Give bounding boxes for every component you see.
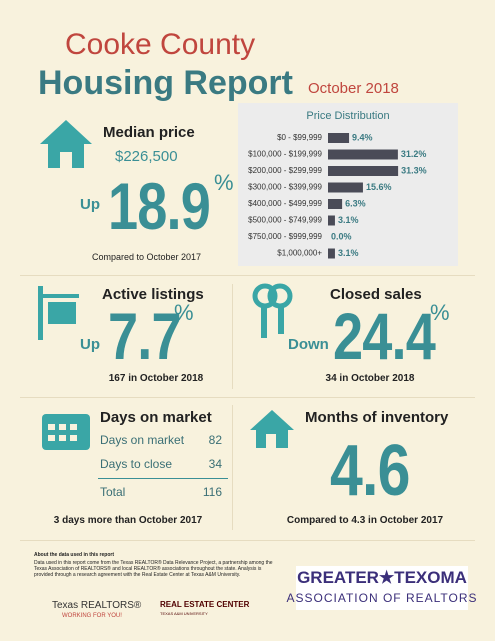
- about-title: About the data used in this report: [34, 552, 115, 558]
- moi-label: Months of inventory: [305, 409, 449, 426]
- assoc-line1: GREATER★TEXOMA: [297, 568, 467, 587]
- category-label: $400,000 - $499,999: [248, 199, 322, 208]
- bar: [328, 149, 398, 160]
- house-icon: [40, 120, 92, 168]
- row-value: 82: [208, 433, 222, 447]
- logo-texas-realtors: Texas REALTORS®: [52, 600, 142, 611]
- active-unit: %: [174, 300, 194, 325]
- median-value: $226,500: [115, 148, 178, 165]
- value-label: 0.0%: [331, 231, 352, 241]
- category-label: $300,000 - $399,999: [248, 183, 322, 192]
- median-note: Compared to October 2017: [92, 252, 202, 262]
- bar: [328, 199, 343, 209]
- category-label: $1,000,000+: [277, 249, 322, 258]
- divider: [20, 540, 475, 541]
- category-label: $0 - $99,999: [277, 133, 322, 142]
- median-change: 18.9: [108, 169, 211, 243]
- row-value: 116: [202, 485, 222, 499]
- category-label: $500,000 - $749,999: [248, 216, 322, 225]
- logo-rec-tag: TEXAS A&M UNIVERSITY: [160, 611, 208, 616]
- row-label: Days to close: [100, 457, 173, 471]
- category-label: $200,000 - $299,999: [248, 166, 322, 175]
- value-label: 9.4%: [352, 132, 373, 142]
- row-label: Days on market: [100, 433, 185, 447]
- median-unit: %: [214, 170, 234, 195]
- closed-direction: Down: [288, 336, 329, 353]
- median-direction: Up: [80, 196, 100, 213]
- dom-label: Days on market: [100, 409, 212, 426]
- category-label: $100,000 - $199,999: [248, 150, 322, 159]
- moi-value: 4.6: [330, 431, 410, 511]
- table-rule: [98, 478, 228, 479]
- row-value: 34: [208, 457, 222, 471]
- distribution-chart: $0 - $99,999 9.4% $100,000 - $199,999 31.2%…: [248, 132, 427, 259]
- active-direction: Up: [80, 336, 100, 353]
- house-icon: [250, 410, 294, 448]
- divider: [232, 284, 233, 389]
- calendar-icon: [42, 414, 90, 450]
- divider: [232, 405, 233, 530]
- sign-icon: [38, 286, 79, 340]
- value-label: 6.3%: [345, 198, 366, 208]
- divider: [20, 397, 475, 398]
- closed-note: 34 in October 2018: [325, 373, 415, 384]
- median-label: Median price: [103, 124, 195, 141]
- value-label: 15.6%: [366, 182, 392, 192]
- closed-change: 24.4: [333, 299, 436, 373]
- report-date: October 2018: [308, 80, 399, 97]
- logo-tagline: WORKING FOR YOU!: [62, 613, 122, 619]
- value-label: 3.1%: [338, 248, 359, 258]
- category-label: $750,000 - $999,999: [248, 232, 322, 241]
- logo-rec: REAL ESTATE CENTER: [160, 600, 250, 609]
- bar: [328, 166, 399, 176]
- bar: [328, 182, 363, 193]
- about-text: Data used in this report come from the T…: [34, 560, 273, 578]
- bar: [328, 215, 335, 226]
- value-label: 31.3%: [401, 165, 427, 175]
- value-label: 31.2%: [401, 149, 427, 159]
- distribution-title: Price Distribution: [306, 110, 390, 122]
- closed-unit: %: [430, 300, 450, 325]
- dom-note: 3 days more than October 2017: [53, 515, 203, 526]
- bar: [328, 133, 350, 143]
- title-line2: Housing Report: [38, 64, 293, 102]
- active-note: 167 in October 2018: [108, 373, 204, 384]
- closed-label: Closed sales: [330, 286, 422, 303]
- moi-note: Compared to 4.3 in October 2017: [286, 515, 444, 526]
- value-label: 3.1%: [338, 215, 359, 225]
- keys-icon: [252, 283, 293, 338]
- association-logo: [296, 566, 468, 610]
- title-line1: Cooke County: [65, 28, 256, 61]
- divider: [20, 275, 475, 276]
- row-label: Total: [100, 485, 126, 499]
- active-change: 7.7: [108, 299, 182, 373]
- assoc-line2: ASSOCIATION OF REALTORS: [286, 591, 478, 605]
- active-label: Active listings: [102, 286, 204, 303]
- bar: [328, 248, 335, 259]
